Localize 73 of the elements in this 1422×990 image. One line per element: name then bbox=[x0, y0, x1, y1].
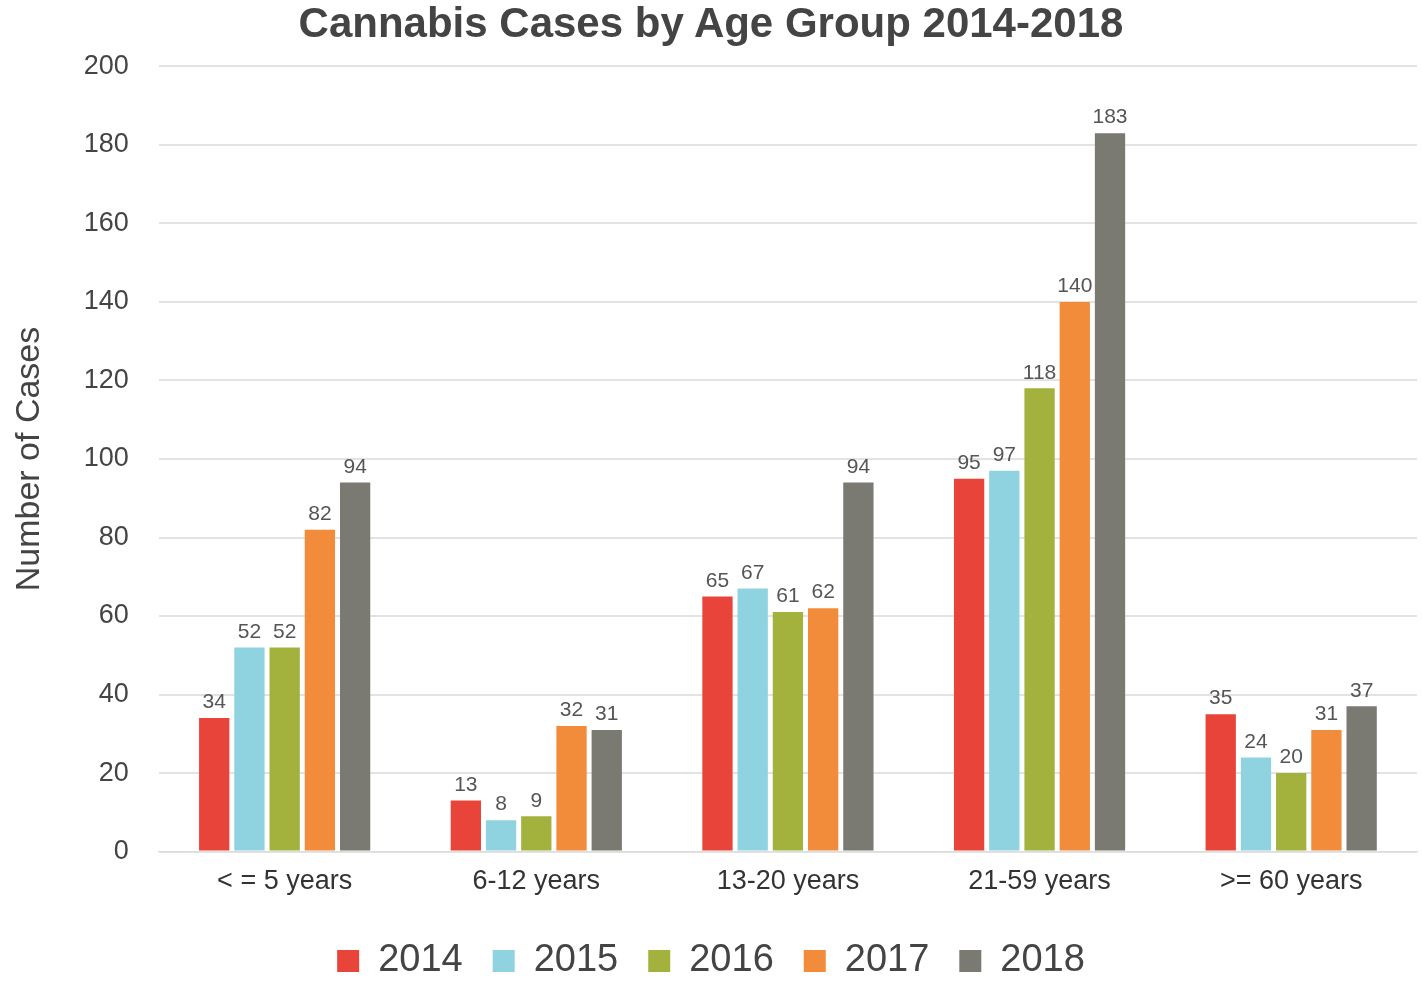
y-tick-label: 180 bbox=[83, 128, 129, 159]
bar bbox=[1240, 757, 1272, 851]
legend-label: 2014 bbox=[378, 937, 463, 980]
bar bbox=[591, 729, 622, 851]
data-label: 183 bbox=[1092, 104, 1128, 128]
chart-title: Cannabis Cases by Age Group 2014-2018 bbox=[298, 0, 1124, 46]
bar bbox=[1024, 388, 1055, 851]
y-tick-label: 40 bbox=[98, 678, 129, 709]
y-tick-label: 160 bbox=[83, 206, 129, 237]
data-label: 24 bbox=[1244, 728, 1268, 752]
bar bbox=[521, 816, 552, 851]
data-label: 61 bbox=[776, 583, 800, 607]
data-label: 52 bbox=[237, 618, 262, 642]
data-label: 35 bbox=[1209, 685, 1233, 709]
bar bbox=[1059, 301, 1090, 851]
bar bbox=[702, 596, 733, 851]
data-label: 65 bbox=[705, 567, 730, 591]
y-tick-label: 200 bbox=[83, 49, 129, 80]
data-label: 94 bbox=[343, 453, 368, 477]
legend-label: 2018 bbox=[1000, 937, 1085, 980]
data-label: 34 bbox=[202, 689, 227, 713]
x-tick-label: >= 60 years bbox=[1219, 865, 1363, 896]
data-label: 13 bbox=[454, 771, 478, 795]
bar bbox=[450, 800, 481, 851]
bar bbox=[1094, 133, 1126, 851]
data-label: 37 bbox=[1349, 677, 1374, 701]
y-tick-label: 0 bbox=[113, 835, 129, 866]
bar bbox=[772, 612, 804, 851]
data-label: 67 bbox=[741, 559, 765, 583]
bar bbox=[199, 718, 230, 851]
bar bbox=[1311, 729, 1342, 851]
data-label: 52 bbox=[272, 618, 297, 642]
legend-label: 2017 bbox=[844, 937, 930, 980]
bar bbox=[556, 725, 587, 851]
data-label: 20 bbox=[1279, 744, 1303, 768]
y-tick-label: 100 bbox=[83, 442, 129, 473]
data-label: 62 bbox=[811, 579, 835, 603]
bar bbox=[989, 470, 1020, 851]
data-label: 31 bbox=[595, 701, 619, 725]
y-axis-title: Number of Cases bbox=[7, 326, 46, 592]
x-tick-label: < = 5 years bbox=[217, 865, 353, 896]
y-tick-label: 20 bbox=[98, 756, 129, 787]
bar bbox=[1205, 714, 1236, 851]
data-label: 97 bbox=[992, 442, 1017, 466]
y-tick-label: 140 bbox=[83, 285, 129, 316]
data-label: 140 bbox=[1057, 273, 1093, 297]
y-tick-label: 60 bbox=[98, 599, 129, 630]
data-label: 32 bbox=[559, 697, 584, 721]
data-label: 95 bbox=[957, 449, 981, 473]
bar bbox=[808, 608, 839, 851]
x-tick-label: 13-20 years bbox=[716, 865, 860, 896]
bar bbox=[234, 647, 265, 851]
bar bbox=[843, 482, 874, 851]
x-tick-label: 6-12 years bbox=[472, 865, 601, 896]
bar bbox=[1276, 773, 1307, 851]
data-label: 8 bbox=[495, 791, 507, 815]
bar bbox=[1346, 706, 1377, 851]
bar bbox=[339, 482, 371, 851]
x-tick-label: 21-59 years bbox=[968, 865, 1111, 896]
data-label: 31 bbox=[1314, 701, 1339, 725]
y-tick-label: 80 bbox=[98, 520, 129, 551]
data-label: 9 bbox=[530, 787, 543, 811]
data-label: 82 bbox=[308, 500, 332, 524]
data-label: 94 bbox=[846, 453, 871, 477]
data-label: 118 bbox=[1022, 359, 1057, 383]
legend-label: 2015 bbox=[533, 937, 619, 980]
bar bbox=[485, 820, 517, 851]
bar bbox=[304, 529, 336, 851]
legend-label: 2016 bbox=[689, 937, 774, 980]
bar bbox=[953, 478, 985, 851]
bar bbox=[269, 647, 300, 851]
bar bbox=[737, 588, 768, 851]
y-tick-label: 120 bbox=[83, 363, 129, 394]
